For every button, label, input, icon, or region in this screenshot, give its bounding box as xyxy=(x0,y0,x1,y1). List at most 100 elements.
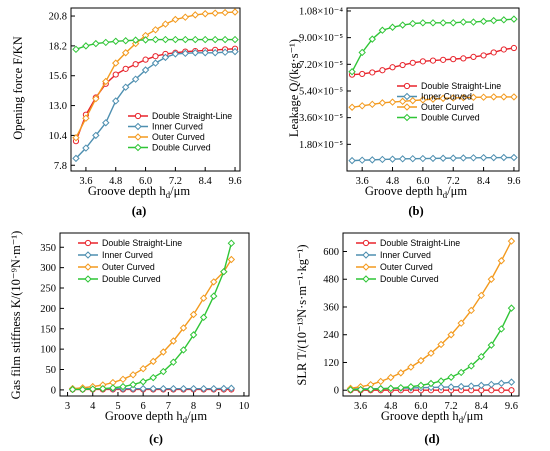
y-tick-label: 150 xyxy=(40,324,56,335)
data-point xyxy=(201,35,209,44)
data-point xyxy=(149,373,157,382)
data-point xyxy=(388,98,397,106)
legend-marker xyxy=(362,263,370,271)
data-point xyxy=(131,75,140,83)
data-point xyxy=(356,385,365,394)
data-point xyxy=(429,57,437,64)
data-point xyxy=(407,383,415,391)
y-tick-label: 1.80×10⁻⁵ xyxy=(299,140,343,151)
legend-entry: Outer Curved xyxy=(421,102,474,112)
data-point xyxy=(470,53,477,61)
y-tick-label: 10.4 xyxy=(49,131,68,142)
y-tick-label: 120 xyxy=(323,358,339,369)
data-point xyxy=(368,100,377,109)
data-point xyxy=(440,56,447,63)
x-axis-label: Groove depth hd/μm xyxy=(365,184,467,200)
data-point xyxy=(500,93,508,101)
data-point xyxy=(89,385,97,393)
data-point xyxy=(358,156,366,164)
legend-entry: Inner Curved xyxy=(102,250,153,260)
data-point xyxy=(210,278,218,286)
data-point xyxy=(199,384,208,393)
legend-entry: Outer Curved xyxy=(380,262,433,272)
data-point xyxy=(99,384,107,393)
series-double-straight-line xyxy=(348,44,518,78)
legend-entry: Outer Curved xyxy=(152,132,205,142)
data-point xyxy=(459,93,468,102)
legend-entry: Outer Curved xyxy=(102,262,155,272)
data-point xyxy=(82,144,90,152)
data-point xyxy=(112,59,120,67)
data-point xyxy=(409,59,416,66)
x-tick-label: 9 xyxy=(216,401,221,412)
data-point xyxy=(189,331,198,339)
data-point xyxy=(348,68,356,76)
series-line xyxy=(350,307,513,391)
data-point xyxy=(477,352,485,361)
x-tick-label: 9.6 xyxy=(505,401,518,412)
data-point xyxy=(488,387,495,394)
y-tick-label: 5.40×10⁻⁵ xyxy=(299,86,343,97)
data-point xyxy=(129,380,137,389)
data-point xyxy=(102,77,110,86)
plot-frame xyxy=(346,7,520,172)
data-point xyxy=(427,349,435,357)
data-point xyxy=(227,255,236,264)
data-point xyxy=(387,373,395,382)
x-tick-label: 8 xyxy=(191,401,196,412)
data-point xyxy=(419,58,426,65)
data-point xyxy=(109,384,117,392)
data-point xyxy=(457,382,465,391)
data-point xyxy=(498,387,505,394)
legend-marker xyxy=(362,251,370,259)
panel-label: (c) xyxy=(149,432,163,446)
legend-marker xyxy=(403,92,411,101)
data-point xyxy=(139,378,147,386)
y-tick-label: 350 xyxy=(40,243,56,254)
legend-entry: Double Straight-Line xyxy=(152,111,232,121)
data-point xyxy=(210,292,218,300)
data-point xyxy=(447,331,455,339)
axis-label-part: Groove depth h xyxy=(365,184,444,198)
y-tick-label: 600 xyxy=(323,247,339,258)
data-point xyxy=(159,348,168,356)
data-point xyxy=(469,93,478,102)
data-point xyxy=(437,340,445,349)
data-point xyxy=(399,61,406,69)
data-point xyxy=(129,371,137,379)
data-point xyxy=(467,306,475,315)
y-tick-label: 13.0 xyxy=(49,101,67,112)
data-point xyxy=(181,13,190,21)
data-point xyxy=(179,324,188,332)
legend-marker xyxy=(84,275,92,283)
data-point xyxy=(398,21,407,29)
data-point xyxy=(179,384,188,393)
data-point xyxy=(151,26,160,34)
x-tick-label: 8.4 xyxy=(477,176,491,187)
panel-label: (a) xyxy=(132,204,147,218)
data-point xyxy=(159,384,168,393)
x-axis-label: Groove depth hd/μm xyxy=(105,409,207,425)
data-point xyxy=(378,99,387,107)
data-point xyxy=(417,381,425,390)
data-point xyxy=(368,35,377,43)
series-inner-curved xyxy=(72,47,239,163)
axis-label-subscript: d xyxy=(166,190,171,200)
legend-entry: Double Curved xyxy=(152,143,211,153)
data-point xyxy=(449,94,457,102)
data-point xyxy=(510,15,518,23)
data-point xyxy=(122,65,129,72)
x-axis-label: Groove depth hd/μm xyxy=(88,184,190,200)
data-point xyxy=(497,379,506,387)
data-point xyxy=(439,19,447,27)
x-tick-label: 9.6 xyxy=(228,176,241,187)
series-double-curved xyxy=(348,15,518,76)
data-point xyxy=(378,155,387,164)
x-tick-label: 6.0 xyxy=(139,176,152,187)
plot-frame xyxy=(70,7,241,172)
data-point xyxy=(467,362,475,370)
data-point xyxy=(507,304,516,312)
